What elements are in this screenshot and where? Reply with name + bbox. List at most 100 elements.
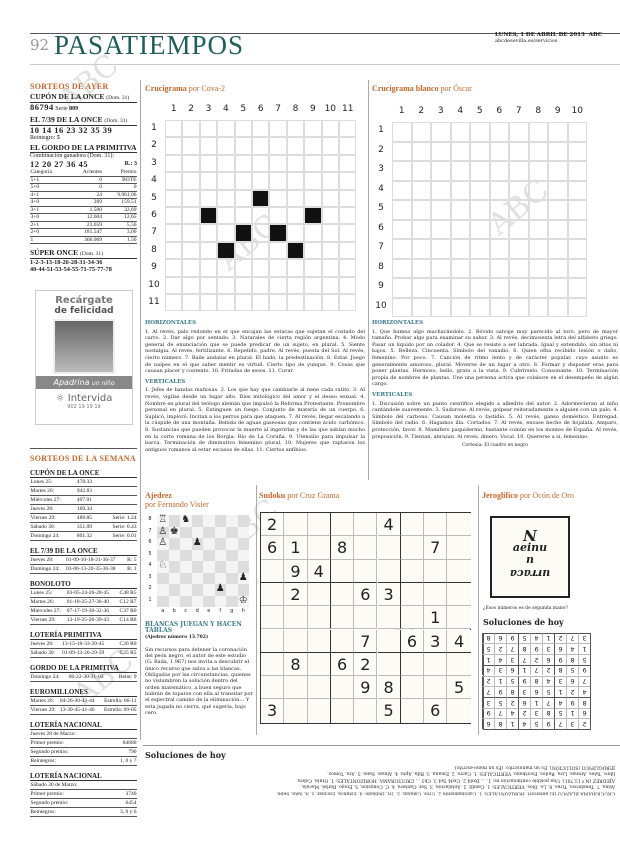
chess-square[interactable] [157,584,169,596]
crossword-cell[interactable] [450,200,470,220]
crossword-cell[interactable] [217,189,235,207]
chess-square[interactable] [226,549,238,561]
chess-square[interactable] [191,595,203,607]
crossword-cell[interactable] [489,239,509,259]
sudoku-cell[interactable] [400,536,425,560]
crossword-cell[interactable] [339,137,357,155]
crossword-cell[interactable] [392,258,412,278]
crossword-cell[interactable] [470,122,490,142]
crossword-cell[interactable] [528,297,548,317]
chess-square[interactable] [168,526,180,538]
crossword-cell[interactable] [450,297,470,317]
chess-piece[interactable]: ♙ [158,537,168,548]
crossword-cell[interactable] [304,276,322,294]
chess-piece[interactable]: ♟ [215,583,225,594]
sudoku-cell[interactable] [377,606,401,630]
crossword-cell[interactable] [304,294,322,312]
crossword-cell[interactable] [182,120,200,138]
crossword-cell[interactable] [286,207,305,225]
crossword-cell[interactable] [165,259,183,277]
crossword-cell[interactable] [470,180,490,200]
crossword-cell[interactable] [411,180,431,200]
crossword-cell[interactable] [548,278,568,298]
crossword-cell[interactable] [199,259,218,277]
crossword-cell[interactable] [165,224,183,242]
chess-piece[interactable]: ♟ [238,571,248,583]
chess-piece[interactable]: ♟ [192,537,202,548]
sudoku-cell[interactable] [400,582,425,607]
crossword-cell[interactable] [269,120,287,138]
sudoku-cell[interactable] [354,559,378,583]
crossword-cell[interactable] [489,161,509,181]
crossword-cell[interactable] [286,276,305,294]
crossword-cell[interactable] [182,294,200,312]
crossword-cell[interactable] [286,172,305,190]
crossword-cell[interactable] [286,259,305,277]
crossword-cell[interactable] [509,180,529,200]
chess-square[interactable] [168,561,180,573]
chess-square[interactable] [214,549,226,561]
crossword-cell[interactable] [286,294,305,312]
crossword-cell[interactable] [321,224,339,242]
crossword-cell[interactable] [528,161,548,181]
chess-square[interactable] [226,561,238,573]
crossword-cell[interactable] [548,200,568,220]
chess-square[interactable] [191,549,203,561]
chess-square[interactable] [237,549,249,561]
crossword-cell[interactable] [489,297,509,317]
sudoku-cell[interactable] [330,629,355,653]
sudoku-cell[interactable]: 8 [330,536,355,560]
sudoku-cell[interactable] [447,652,471,677]
chess-square[interactable] [191,572,203,584]
sudoku-cell[interactable] [447,536,471,560]
crossword-cell[interactable] [489,200,509,220]
sudoku-cell[interactable]: 2 [354,652,378,677]
sudoku-cell[interactable] [424,559,448,583]
crossword-cell[interactable] [269,207,287,225]
sudoku-cell[interactable] [307,606,331,630]
crossword-cell[interactable] [489,122,509,142]
crossword-cell[interactable] [321,276,339,294]
chess-piece[interactable]: ♞ [181,514,191,525]
chess-square[interactable] [180,584,192,596]
crossword-cell[interactable] [411,239,431,259]
crossword-cell[interactable] [321,189,339,207]
crossword-cell[interactable] [269,241,287,260]
crossword-cell[interactable] [567,239,587,259]
crossword-cell[interactable] [489,180,509,200]
crossword-cell[interactable] [182,224,200,242]
sudoku-cell[interactable] [307,536,331,560]
crossword-cell[interactable] [567,141,587,161]
intervida-ad[interactable]: Recárgate de felicidad Apadrina un niño … [35,290,133,425]
crossword-cell[interactable] [199,120,218,138]
crossword-cell[interactable] [182,189,200,207]
chess-square[interactable] [203,584,215,596]
sudoku-cell[interactable] [307,676,331,700]
crossword-cell[interactable] [567,297,587,317]
chess-piece[interactable]: ♙ [158,525,168,537]
crossword-cell[interactable] [431,141,451,161]
crossword-cell[interactable] [304,172,322,190]
sudoku-cell[interactable] [307,513,331,537]
chess-square[interactable] [237,515,249,527]
sudoku-cell[interactable] [400,652,425,677]
crossword-cell[interactable] [450,180,470,200]
crossword-cell[interactable] [321,241,339,260]
crossword-cell[interactable] [182,276,200,294]
crossword-cell[interactable] [339,294,357,312]
crossword-cell[interactable] [567,219,587,239]
sudoku-cell[interactable] [330,676,355,700]
crossword-cell[interactable] [431,239,451,259]
crossword-cell[interactable] [392,297,412,317]
chess-square[interactable] [203,595,215,607]
crossword-cell[interactable] [304,259,322,277]
crossword-cell[interactable] [321,294,339,312]
chess-square[interactable] [203,538,215,550]
crossword-cell[interactable] [392,239,412,259]
crossword-cell[interactable] [509,278,529,298]
crossword-cell[interactable] [548,297,568,317]
crossword-cell[interactable] [450,161,470,181]
chess-square[interactable] [203,549,215,561]
crossword-cell[interactable] [252,276,270,294]
chess-piece[interactable]: ♚ [169,525,179,537]
